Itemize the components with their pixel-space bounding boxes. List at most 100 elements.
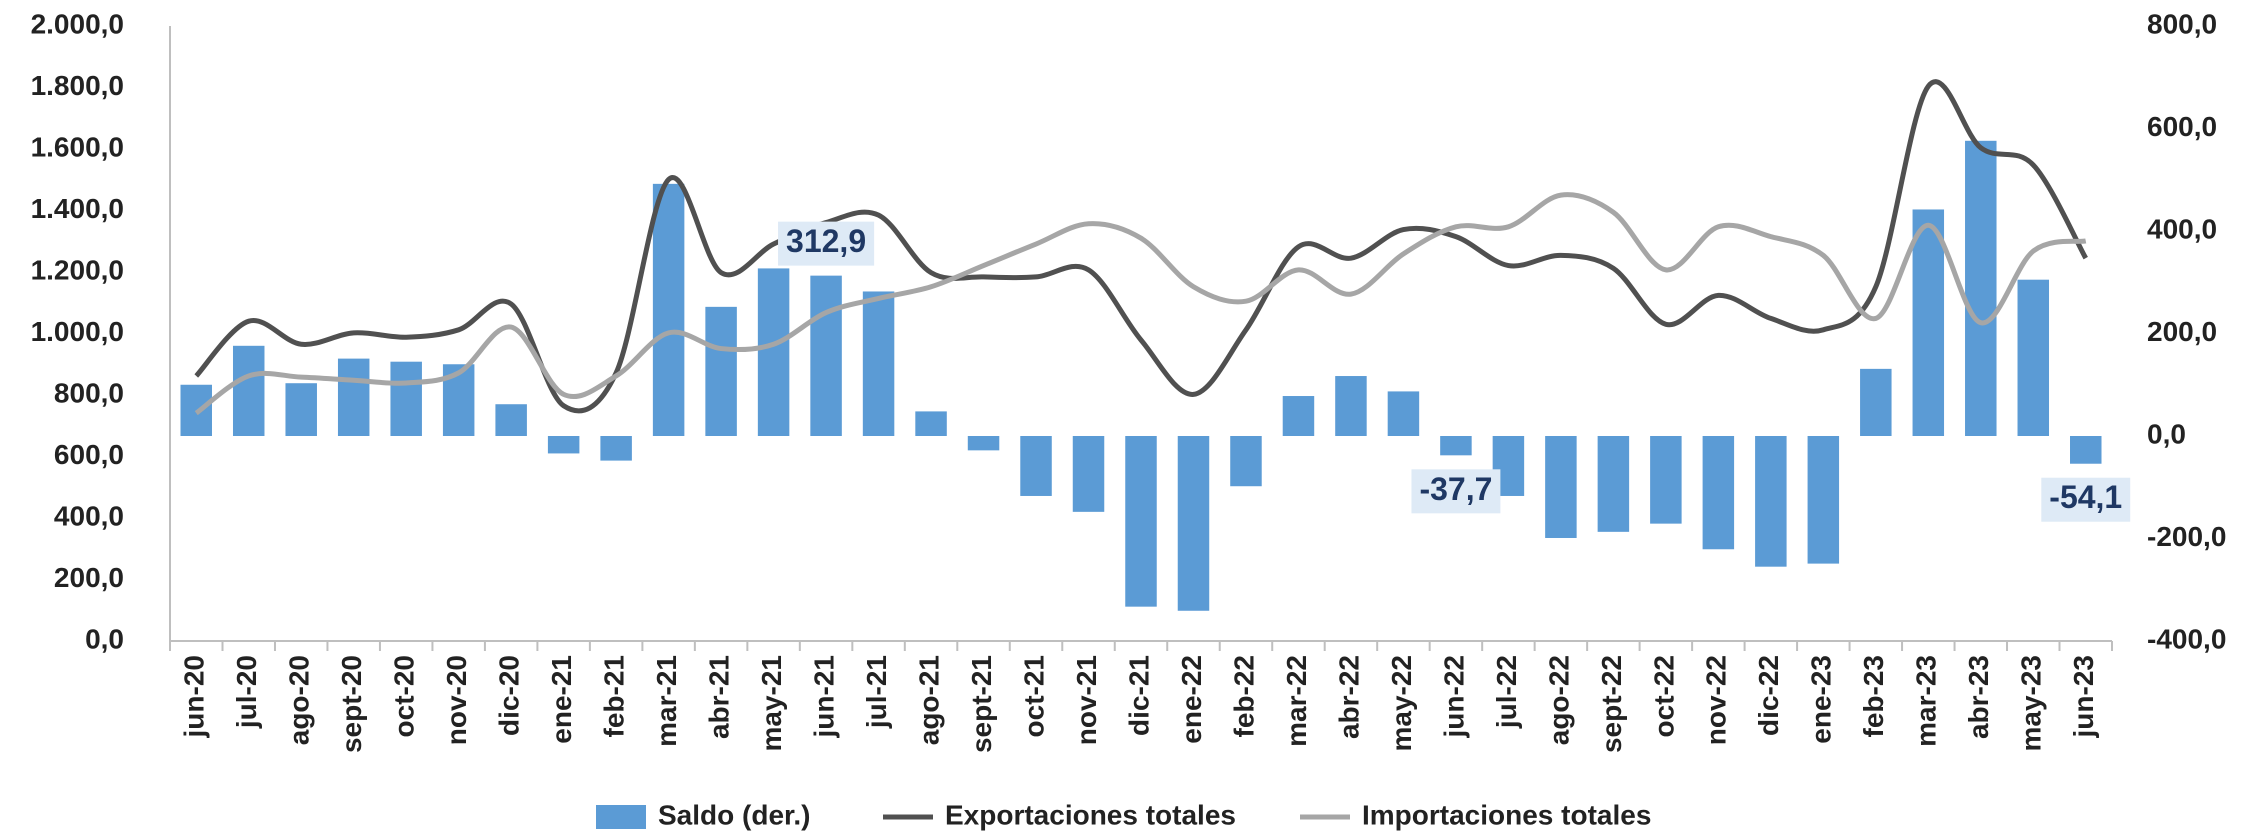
- x-tick-label: jul-20: [231, 655, 262, 729]
- bar: [2070, 436, 2102, 464]
- x-tick-label: sept-22: [1596, 655, 1627, 753]
- x-tick-label: mar-22: [1281, 655, 1312, 747]
- y2-tick-label: 200,0: [2147, 316, 2217, 347]
- value-label-bg: [1411, 469, 1501, 514]
- bar: [1545, 436, 1577, 538]
- bar: [1807, 436, 1840, 564]
- bar: [600, 436, 632, 461]
- value-label: -37,7: [1419, 471, 1492, 507]
- bar: [1597, 436, 1630, 532]
- bar: [1020, 436, 1052, 496]
- y-tick-label: 200,0: [54, 562, 124, 593]
- x-tick-label: mar-23: [1911, 655, 1942, 747]
- y2-tick-label: 800,0: [2147, 8, 2217, 39]
- x-tick-label: feb-23: [1858, 655, 1889, 737]
- x-tick-label: may-21: [756, 655, 787, 752]
- x-tick-label: may-23: [2016, 655, 2047, 752]
- bar: [547, 436, 580, 454]
- y-tick-label: 1.400,0: [31, 193, 124, 224]
- bar: [1965, 140, 1997, 437]
- x-tick-label: oct-20: [389, 655, 420, 737]
- bar: [390, 361, 422, 436]
- y-tick-label: 1.000,0: [31, 316, 124, 347]
- bar: [967, 436, 1000, 451]
- x-tick-label: feb-22: [1228, 655, 1259, 737]
- x-tick-label: jun-20: [179, 655, 210, 738]
- value-label-bg: [778, 221, 875, 266]
- x-tick-label: ago-21: [913, 655, 944, 745]
- legend-label: Saldo (der.): [658, 799, 810, 830]
- x-tick-label: dic-21: [1123, 655, 1154, 736]
- bar: [1650, 436, 1682, 524]
- bar: [652, 183, 685, 436]
- bar: [705, 306, 737, 436]
- bar: [337, 358, 370, 436]
- x-tick-label: oct-21: [1018, 655, 1049, 737]
- x-tick-label: dic-22: [1753, 655, 1784, 736]
- x-tick-label: oct-22: [1648, 655, 1679, 737]
- bar: [2017, 279, 2050, 436]
- line: [194, 79, 2088, 414]
- y-tick-label: 1.600,0: [31, 131, 124, 162]
- bar: [810, 275, 842, 436]
- line: [194, 192, 2087, 416]
- y2-tick-label: 600,0: [2147, 111, 2217, 142]
- x-tick-label: mar-21: [651, 655, 682, 747]
- legend-swatch: [596, 805, 646, 829]
- value-label: -54,1: [2049, 479, 2122, 515]
- bar: [1912, 209, 1945, 436]
- x-tick-label: abr-22: [1333, 655, 1364, 739]
- bar: [1230, 436, 1262, 487]
- bar: [757, 268, 790, 436]
- x-tick-label: ago-20: [284, 655, 315, 745]
- x-tick-label: abr-23: [1963, 655, 1994, 739]
- y-tick-label: 1.200,0: [31, 254, 124, 285]
- legend-label: Importaciones totales: [1362, 799, 1651, 830]
- x-tick-label: nov-20: [441, 655, 472, 745]
- x-tick-label: jun-23: [2068, 655, 2099, 738]
- x-tick-label: feb-21: [599, 655, 630, 737]
- bar: [1702, 436, 1735, 550]
- bar: [1387, 391, 1420, 436]
- value-label: 312,9: [786, 223, 866, 259]
- y2-tick-label: 0,0: [2147, 418, 2186, 449]
- bar: [1860, 368, 1892, 436]
- x-tick-label: may-22: [1386, 655, 1417, 752]
- y-tick-label: 400,0: [54, 500, 124, 531]
- y2-tick-label: -400,0: [2147, 623, 2226, 654]
- x-tick-label: ene-22: [1176, 655, 1207, 744]
- bar: [285, 383, 317, 436]
- bar: [1335, 376, 1367, 436]
- bar: [495, 404, 527, 436]
- y-tick-label: 2.000,0: [31, 8, 124, 39]
- value-label-bg: [2041, 477, 2131, 522]
- x-tick-label: ago-22: [1543, 655, 1574, 745]
- x-tick-label: jun-22: [1438, 655, 1469, 738]
- bar: [1125, 436, 1157, 607]
- y2-tick-label: -200,0: [2147, 521, 2226, 552]
- bar: [1177, 436, 1210, 611]
- bar: [1282, 396, 1315, 436]
- x-tick-label: jun-21: [808, 655, 839, 738]
- x-tick-label: dic-20: [494, 655, 525, 736]
- bar: [232, 345, 265, 436]
- y-tick-label: 600,0: [54, 439, 124, 470]
- y-tick-label: 0,0: [85, 623, 124, 654]
- bar: [862, 291, 895, 436]
- x-tick-label: sept-20: [336, 655, 367, 753]
- bar: [1072, 436, 1105, 512]
- x-tick-label: nov-21: [1071, 655, 1102, 745]
- x-tick-label: jul-21: [861, 655, 892, 729]
- x-tick-label: jul-22: [1491, 655, 1522, 729]
- x-tick-label: sept-21: [966, 655, 997, 753]
- y2-tick-label: 400,0: [2147, 213, 2217, 244]
- bar: [1440, 436, 1472, 456]
- y-tick-label: 1.800,0: [31, 70, 124, 101]
- x-tick-label: nov-22: [1701, 655, 1732, 745]
- bar: [1755, 436, 1787, 567]
- x-tick-label: ene-23: [1806, 655, 1837, 744]
- x-tick-label: ene-21: [546, 655, 577, 744]
- legend-label: Exportaciones totales: [945, 799, 1236, 830]
- bar: [915, 411, 947, 436]
